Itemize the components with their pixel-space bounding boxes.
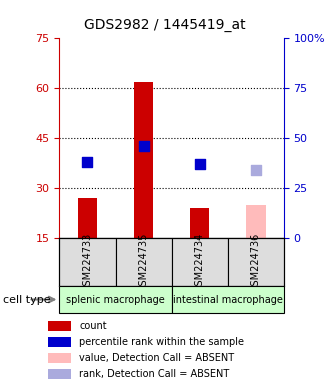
Bar: [48, 321, 71, 331]
Bar: [48, 369, 71, 379]
Text: rank, Detection Call = ABSENT: rank, Detection Call = ABSENT: [80, 369, 230, 379]
Bar: [78, 198, 97, 238]
Text: GSM224733: GSM224733: [82, 232, 92, 292]
Text: splenic macrophage: splenic macrophage: [66, 295, 165, 305]
Point: [85, 159, 90, 165]
Bar: [59, 238, 116, 286]
Bar: [172, 286, 284, 313]
Text: GDS2982 / 1445419_at: GDS2982 / 1445419_at: [84, 18, 246, 32]
Bar: [228, 238, 284, 286]
Text: value, Detection Call = ABSENT: value, Detection Call = ABSENT: [80, 353, 235, 363]
Text: cell type: cell type: [3, 295, 51, 305]
Bar: [172, 238, 228, 286]
Text: GSM224736: GSM224736: [251, 232, 261, 292]
Text: GSM224734: GSM224734: [195, 232, 205, 292]
Point: [197, 161, 202, 167]
Bar: [190, 208, 210, 238]
Bar: [59, 286, 172, 313]
Text: percentile rank within the sample: percentile rank within the sample: [80, 337, 245, 347]
Bar: [134, 82, 153, 238]
Point: [141, 143, 146, 149]
Bar: [48, 353, 71, 363]
Bar: [246, 205, 266, 238]
Text: GSM224735: GSM224735: [139, 232, 148, 292]
Bar: [115, 238, 172, 286]
Text: count: count: [80, 321, 107, 331]
Point: [253, 167, 258, 173]
Text: intestinal macrophage: intestinal macrophage: [173, 295, 282, 305]
Bar: [48, 337, 71, 347]
